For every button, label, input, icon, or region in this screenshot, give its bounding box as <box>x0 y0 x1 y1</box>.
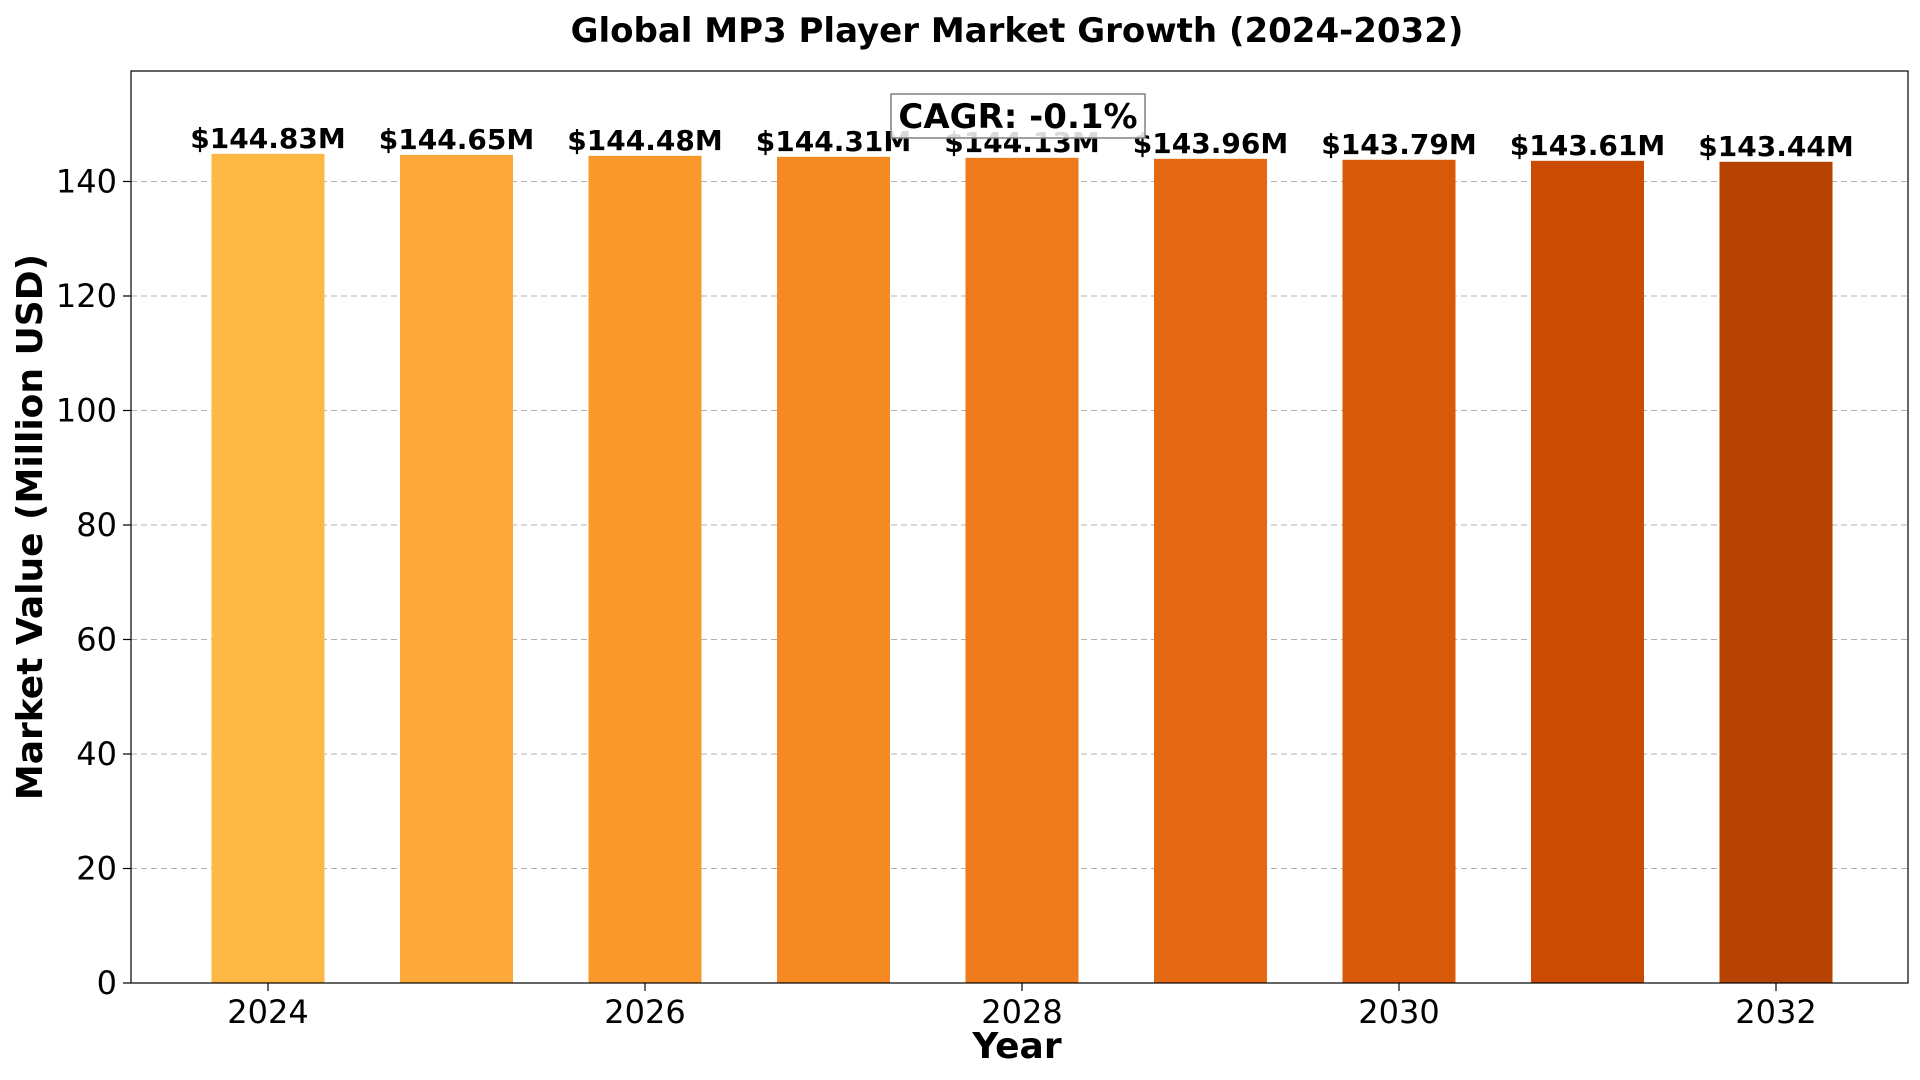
y-tick-label: 20 <box>76 849 117 887</box>
x-tick-label: 2026 <box>604 993 685 1031</box>
bar-2030 <box>1342 159 1456 984</box>
chart-title: Global MP3 Player Market Growth (2024-20… <box>571 11 1464 51</box>
x-tick-label: 2032 <box>1735 993 1816 1031</box>
bars <box>211 153 1833 984</box>
y-axis-ticks: 0 20 40 60 80 100 120 140 <box>56 162 131 1002</box>
y-tick-label: 0 <box>97 964 117 1002</box>
value-label-2032: $143.44M <box>1698 130 1853 163</box>
cagr-annotation-text: CAGR: -0.1% <box>898 97 1137 137</box>
value-label-2024: $144.83M <box>190 122 345 155</box>
y-tick-label: 100 <box>56 391 117 429</box>
bar-2028 <box>965 157 1079 983</box>
value-labels: $144.83M $144.65M $144.48M $144.31M $144.13M… <box>190 122 1853 163</box>
y-tick-label: 40 <box>76 735 117 773</box>
x-axis-ticks: 2024 2026 2028 2030 2032 <box>227 983 1817 1031</box>
value-label-2026: $144.48M <box>567 124 722 157</box>
x-axis-label: Year <box>971 1026 1061 1067</box>
bar-2025 <box>400 154 513 983</box>
x-tick-label: 2024 <box>227 993 308 1031</box>
y-tick-label: 80 <box>76 506 117 544</box>
cagr-annotation: CAGR: -0.1% <box>890 93 1146 139</box>
bar-2029 <box>1154 158 1267 984</box>
bar-2026 <box>588 155 702 983</box>
value-label-2030: $143.79M <box>1321 128 1476 161</box>
y-tick-label: 140 <box>56 162 117 200</box>
value-label-2025: $144.65M <box>379 123 534 156</box>
bar-2027 <box>777 156 890 983</box>
y-axis-label: Market Value (Million USD) <box>10 254 51 800</box>
value-label-2029: $143.96M <box>1133 127 1288 160</box>
bar-2024 <box>211 153 325 983</box>
value-label-2027: $144.31M <box>756 125 911 158</box>
cagr-annotation-box <box>890 93 1146 139</box>
bar-2031 <box>1531 160 1644 983</box>
x-tick-label: 2030 <box>1358 993 1439 1031</box>
y-tick-label: 120 <box>56 277 117 315</box>
plot-frame <box>130 70 1909 984</box>
bar-2032 <box>1719 161 1833 983</box>
value-label-2031: $143.61M <box>1510 129 1665 162</box>
y-tick-label: 60 <box>76 620 117 658</box>
x-tick-label: 2028 <box>981 993 1062 1031</box>
